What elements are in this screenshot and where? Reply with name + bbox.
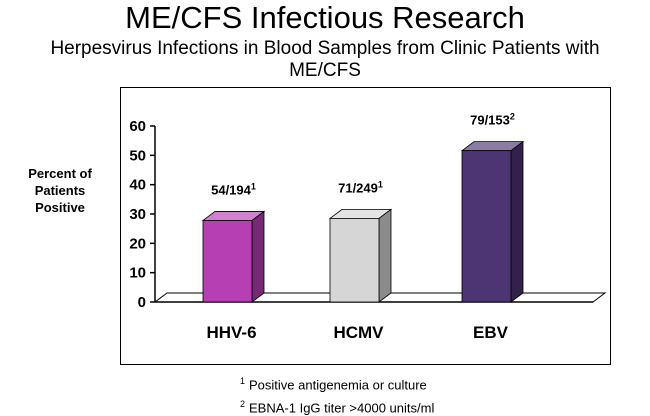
bar — [329, 217, 380, 303]
footnote-1: 1 Positive antigenemia or culture — [240, 373, 427, 393]
y-tick-label: 10 — [129, 265, 146, 282]
bar-side-face — [510, 140, 524, 303]
footnote-marker: 1 — [240, 376, 246, 386]
data-label: 54/1941 — [211, 181, 256, 197]
y-axis-label: Percent of Patients Positive — [28, 166, 92, 215]
bar-side-face — [378, 208, 392, 303]
x-category-label: EBV — [473, 323, 509, 342]
bar-side-face — [251, 210, 265, 303]
bar — [461, 150, 512, 303]
footnote-marker: 2 — [240, 399, 246, 409]
data-label: 71/2491 — [338, 179, 383, 195]
y-tick-label: 60 — [129, 118, 146, 135]
plot-frame — [120, 87, 611, 365]
data-label: 79/1532 — [470, 112, 515, 128]
chart-title: ME/CFS Infectious Research — [125, 0, 525, 35]
chart-subtitle: Herpesvirus Infections in Blood Samples … — [50, 38, 600, 81]
y-tick-label: 30 — [129, 206, 146, 223]
x-category-label: HHV-6 — [206, 323, 256, 342]
footnote-text: EBNA-1 IgG titer >4000 units/ml — [249, 400, 435, 416]
footnote-text: Positive antigenemia or culture — [249, 377, 427, 393]
y-tick-label: 50 — [129, 147, 146, 164]
bar — [202, 220, 253, 303]
footnote-2: 2 EBNA-1 IgG titer >4000 units/ml — [240, 396, 434, 416]
x-category-label: HCMV — [333, 323, 384, 342]
y-tick-label: 20 — [129, 235, 146, 252]
y-tick-label: 0 — [138, 294, 146, 311]
y-tick-label: 40 — [129, 177, 146, 194]
